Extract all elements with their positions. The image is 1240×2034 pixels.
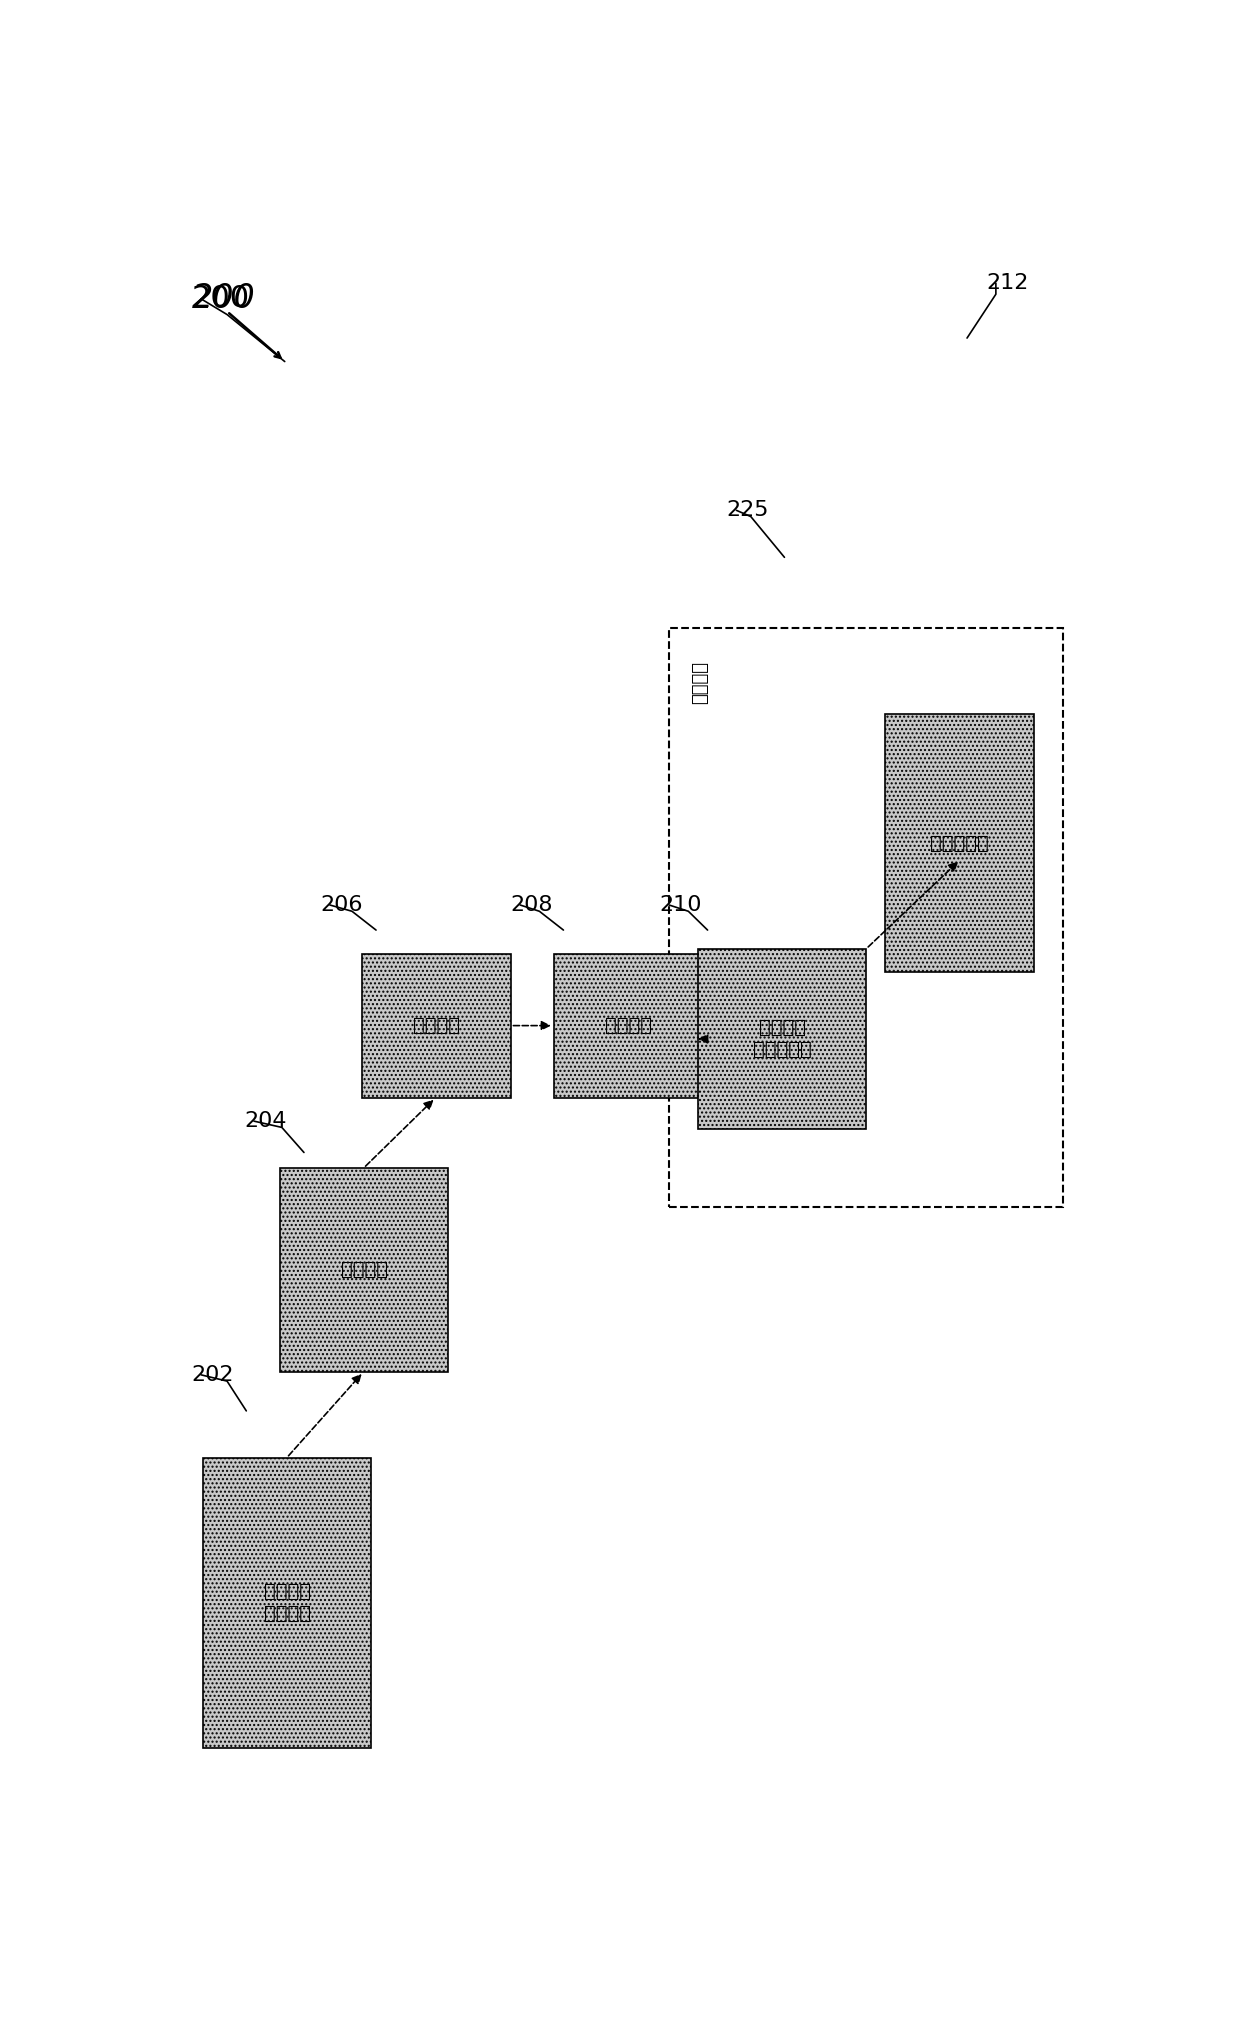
Text: 202: 202 [191,1365,234,1385]
Text: 200: 200 [191,283,255,315]
Text: 照明图案
生成操作: 照明图案 生成操作 [264,1582,311,1623]
Text: 收集操作: 收集操作 [605,1017,652,1035]
Bar [698,948,866,1129]
Bar [885,714,1034,972]
Bar [362,954,511,1098]
Bar [280,1168,448,1371]
Text: 反卷积操作: 反卷积操作 [930,834,990,852]
Bar [203,1458,371,1747]
Text: 210: 210 [660,895,702,915]
Bar [554,954,703,1098]
Text: 212: 212 [986,273,1029,293]
Text: 204: 204 [244,1111,286,1131]
Text: 200: 200 [191,285,249,313]
Text: 225: 225 [727,500,769,521]
Text: 206: 206 [320,895,363,915]
Text: 扫描操作: 扫描操作 [341,1261,388,1279]
Text: 样本照明: 样本照明 [413,1017,460,1035]
Text: 208: 208 [511,895,553,915]
Text: 聚焦系统
与光学操作: 聚焦系统 与光学操作 [753,1019,811,1060]
Bar [670,629,1063,1208]
Text: 处理系统: 处理系统 [691,661,709,704]
